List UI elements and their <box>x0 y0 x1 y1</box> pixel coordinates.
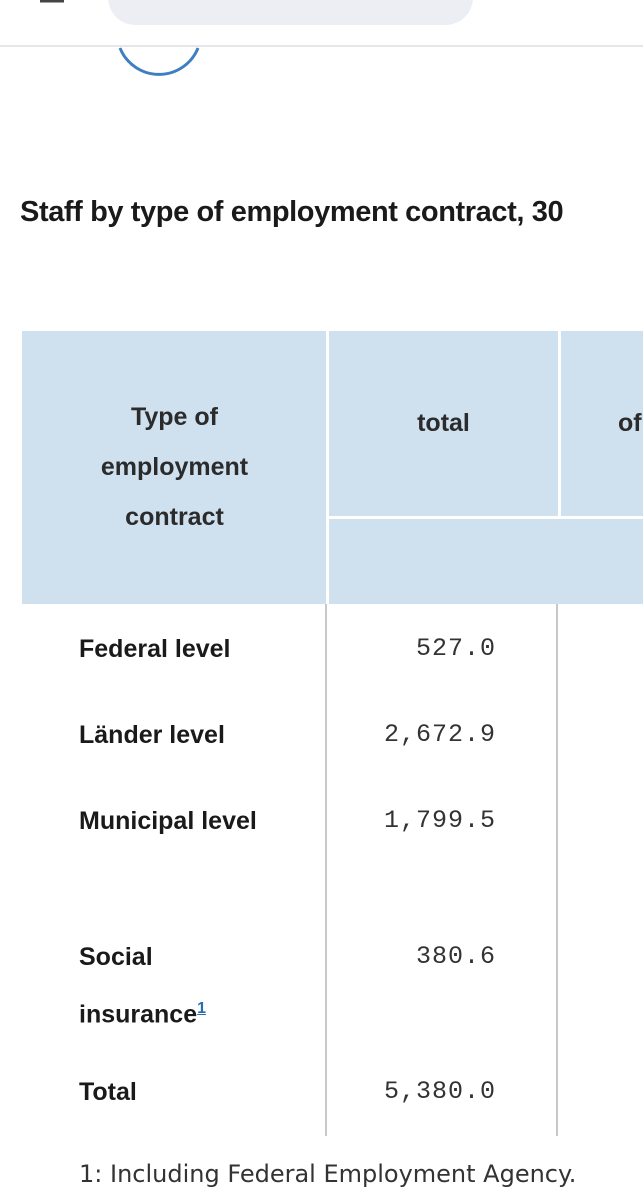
column-divider <box>556 604 558 1136</box>
label-text: Länder level <box>79 721 225 749</box>
label-text: Municipal level <box>79 807 257 835</box>
search-field[interactable] <box>108 0 473 25</box>
browser-bar <box>0 0 643 47</box>
row-label: Total <box>79 1067 274 1117</box>
label-text: Federal level <box>79 635 231 663</box>
row-label: Municipal level <box>79 796 274 846</box>
divider <box>326 331 329 604</box>
logo[interactable] <box>100 0 220 80</box>
label-text: Total <box>79 1078 137 1106</box>
total-value: 2,672.9 <box>383 720 496 749</box>
column-divider <box>325 604 327 1136</box>
footnote: 1: Including Federal Employment Agency. <box>79 1160 577 1188</box>
column-header: Type of employment contract <box>100 403 249 531</box>
row-label: Federal level <box>79 624 274 674</box>
row-label: Social insurance1 <box>79 932 274 1039</box>
total-value: 1,799.5 <box>383 806 496 835</box>
table-header: Type of employment contract total of <box>22 331 643 604</box>
total-value: 5,380.0 <box>383 1077 496 1106</box>
footnote-ref: 1 <box>197 995 206 1018</box>
table-title: Staff by type of employment contract, 30 <box>20 196 564 228</box>
label-text: Social insurance <box>79 943 198 1029</box>
column-header: total <box>417 409 470 437</box>
divider <box>558 331 561 517</box>
row-label: Länder level <box>79 710 274 760</box>
footnote-link[interactable]: 1 <box>197 1000 207 1017</box>
total-value: 380.6 <box>415 942 496 971</box>
column-header: of <box>618 409 642 437</box>
icons <box>40 0 64 3</box>
total-value: 527.0 <box>415 634 496 663</box>
divider <box>329 516 643 519</box>
